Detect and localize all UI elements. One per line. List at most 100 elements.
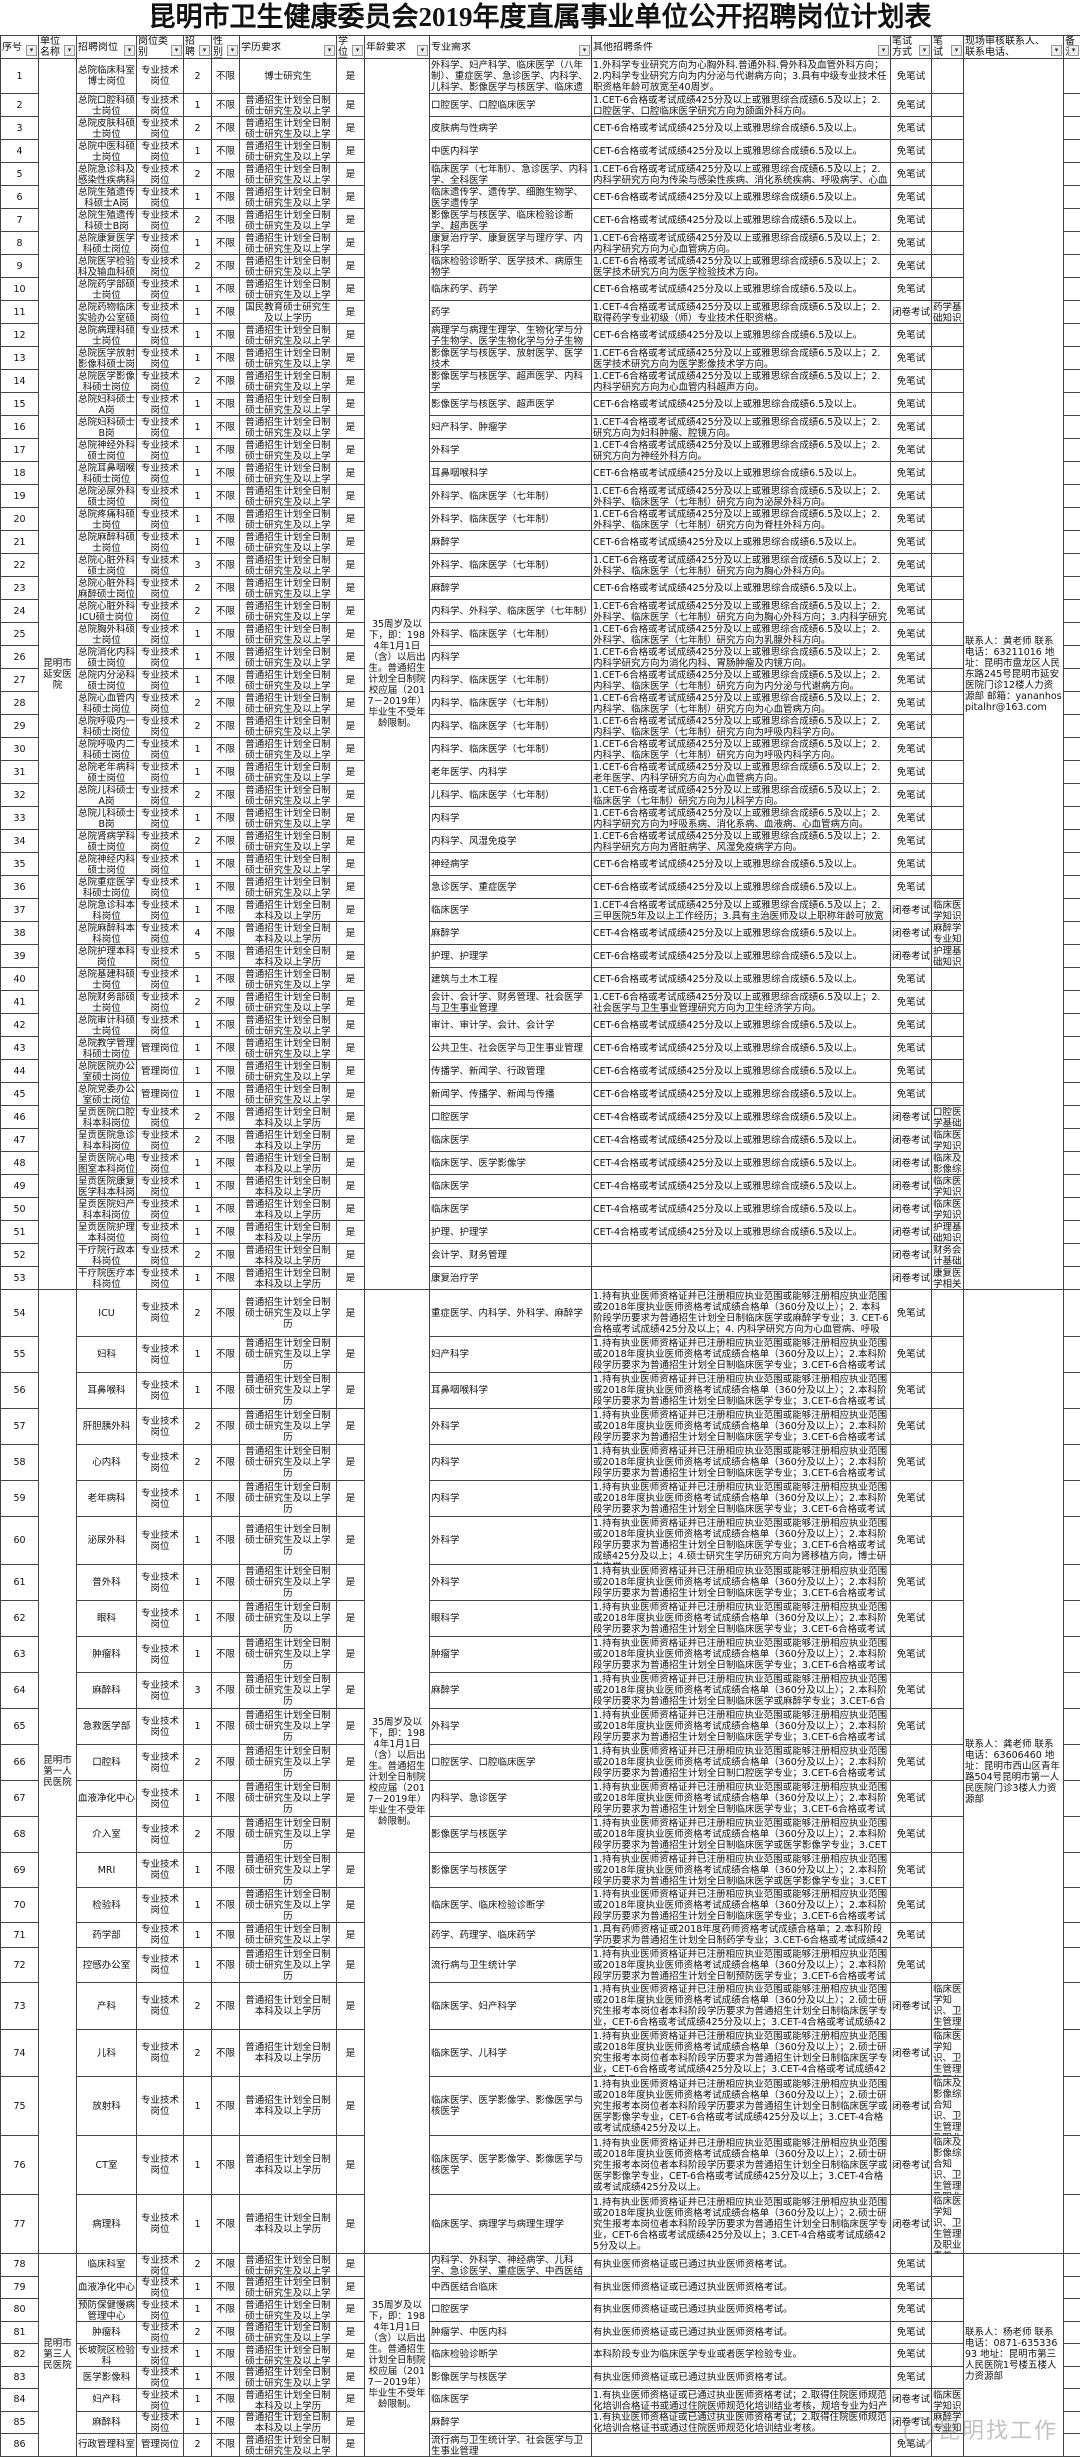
cell-degree-text: 是: [338, 261, 363, 272]
cell-no-text: 2: [2, 100, 37, 111]
cell-degree: 是: [337, 163, 365, 186]
cell-major-text: 康复治疗学: [431, 1273, 590, 1284]
filter-dropdown-icon[interactable]: ▾: [199, 45, 210, 56]
cell-count: 1: [184, 1337, 212, 1373]
cell-conditions: CET-6合格或考试成绩425分及以上或雅思综合成绩6.5及以上。: [592, 1037, 891, 1060]
cell-post-type: 专业技术岗位: [137, 393, 184, 416]
filter-dropdown-icon[interactable]: ▾: [352, 45, 363, 56]
cell-no: 33: [1, 807, 39, 830]
cell-no-text: 37: [2, 905, 37, 916]
cell-education-text: 普通招生计划全日制硕士研究生及以上学历: [241, 2435, 335, 2456]
cell-education-text: 普通招生计划全日制硕士研究生及以上学历: [241, 1038, 335, 1059]
cell-degree-text: 是: [338, 1685, 363, 1696]
filter-dropdown-icon[interactable]: ▾: [171, 45, 182, 56]
cell-post-text: 总院胸外科硕士岗位: [78, 624, 135, 645]
cell-degree: 是: [337, 2276, 365, 2299]
cell-conditions-text: CET-4合格或考试成绩425分及以上或雅思综合成绩6.5及以上。: [593, 1158, 889, 1169]
cell-gender: 不限: [212, 991, 240, 1014]
cell-education: 普通招生计划全日制硕士研究生及以上学历: [240, 140, 337, 163]
cell-education: 普通招生计划全日制硕士研究生及以上学历: [240, 1014, 337, 1037]
cell-gender-text: 不限: [213, 698, 238, 709]
table-row: 27总院内分泌科硕士岗位专业技术岗位1不限普通招生计划全日制硕士研究生及以上学历…: [1, 669, 1080, 692]
cell-gender-text: 不限: [213, 882, 238, 893]
cell-exam-method: 免笔试: [891, 140, 932, 163]
cell-major: 临床医学、医学影像学、影像医学与核医学: [430, 2077, 592, 2136]
filter-dropdown-icon[interactable]: ▾: [579, 45, 590, 56]
cell-degree: 是: [337, 2077, 365, 2136]
cell-post-type-text: 管理岗位: [138, 2439, 182, 2450]
filter-dropdown-icon[interactable]: ▾: [26, 45, 37, 56]
cell-gender: 不限: [212, 485, 240, 508]
cell-no: 67: [1, 1781, 39, 1817]
cell-count-text: 1: [185, 491, 210, 502]
cell-exam-method: 免笔试: [891, 462, 932, 485]
cell-post-text: MRI: [78, 1865, 135, 1876]
cell-post-text: 总院呼吸内一科硕士岗位: [78, 716, 135, 737]
cell-education: 普通招生计划全日制硕士研究生及以上学历: [240, 600, 337, 623]
cell-gender-text: 不限: [213, 1250, 238, 1261]
cell-exam-method: 免笔试: [891, 1637, 932, 1673]
cell-post: 总院心脏外科ICU硕士岗位: [77, 600, 137, 623]
cell-major-text: 影像医学与核医学: [431, 1829, 590, 1840]
cell-no-text: 7: [2, 215, 37, 226]
cell-post-type-text: 专业技术岗位: [138, 877, 182, 898]
cell-no-text: 17: [2, 445, 37, 456]
filter-dropdown-icon[interactable]: ▾: [324, 45, 335, 56]
cell-exam-method: 免笔试: [891, 1373, 932, 1409]
cell-exam-content: 麻醉学专业知识: [932, 922, 964, 945]
cell-education: 普通招生计划全日制硕士研究生及以上学历: [240, 853, 337, 876]
cell-post-text: 总院急诊科本科岗位: [78, 900, 135, 921]
cell-post-text: 总院心脏外科ICU硕士岗位: [78, 601, 135, 622]
cell-exam-method: 免笔试: [891, 968, 932, 991]
cell-major-text: 临床医学、医学影像学、影像医学与核医学: [431, 2095, 590, 2117]
filter-dropdown-icon[interactable]: ▾: [878, 45, 889, 56]
cell-post-type-text: 专业技术岗位: [138, 1130, 182, 1151]
cell-conditions: 1.CET-6合格或考试成绩425分及以上或雅思综合成绩6.5及以上；2.内科学…: [592, 646, 891, 669]
cell-exam-content-text: 临床医学知识: [933, 1130, 962, 1151]
filter-dropdown-icon[interactable]: ▾: [417, 45, 428, 56]
cell-count-text: 1: [185, 353, 210, 364]
cell-post: 干疗院行政本科岗位: [77, 1244, 137, 1267]
cell-conditions: CET-6合格或考试成绩425分及以上或雅思综合成绩6.5及以上。: [592, 140, 891, 163]
cell-conditions: 1.持有执业医师资格证并已注册相应执业范围或能够注册相应执业范围或2018年度执…: [592, 2195, 891, 2254]
cell-major: 新闻学、传播学、新闻与传播: [430, 1083, 592, 1106]
filter-dropdown-icon[interactable]: ▾: [1051, 45, 1062, 56]
cell-degree: 是: [337, 1106, 365, 1129]
cell-post-type: 专业技术岗位: [137, 140, 184, 163]
cell-exam-method: 免笔试: [891, 439, 932, 462]
cell-post-type: 专业技术岗位: [137, 2276, 184, 2299]
filter-dropdown-icon[interactable]: ▾: [227, 45, 238, 56]
cell-post-type-text: 专业技术岗位: [138, 923, 182, 944]
cell-conditions: CET-6合格或考试成绩425分及以上或雅思综合成绩6.5及以上。: [592, 876, 891, 899]
cell-education: 普通招生计划全日制本科及以上学历: [240, 1175, 337, 1198]
cell-conditions-text: 1.有执业医师资格证或已通过执业医师资格考试；2.取得住院医师规范化培训合格证书…: [593, 2390, 889, 2411]
cell-exam-method: 免笔试: [891, 1337, 932, 1373]
filter-dropdown-icon[interactable]: ▾: [64, 45, 75, 56]
cell-exam-content: 临床医学知识、卫生管理及职业素养: [932, 1983, 964, 2030]
cell-exam-method-text: 免笔试: [892, 514, 930, 525]
filter-dropdown-icon[interactable]: ▾: [951, 45, 962, 56]
cell-conditions-text: 1.持有执业医师资格证并已注册相应执业范围或能够注册相应执业范围或2018年度执…: [593, 1984, 889, 2029]
cell-post-text: 预防保健慢病管理中心: [78, 2300, 135, 2321]
cell-count-text: 1: [185, 1273, 210, 1284]
filter-dropdown-icon[interactable]: ▾: [124, 45, 135, 56]
cell-conditions-text: CET-6合格或考试成绩425分及以上或雅思综合成绩6.5及以上。: [593, 583, 889, 594]
cell-post-type-text: 专业技术岗位: [138, 762, 182, 783]
cell-exam-method-text: 免笔试: [892, 445, 930, 456]
cell-post-type-text: 专业技术岗位: [138, 716, 182, 737]
cell-exam-content: 临床及影像综合知识、卫生管理及职业素养: [932, 2077, 964, 2136]
filter-dropdown-icon[interactable]: ▾: [1068, 45, 1079, 56]
cell-conditions-text: 1.持有执业医师资格证并已注册相应执业范围或能够注册相应执业范围或2018年度执…: [593, 1854, 889, 1887]
cell-exam-method: 免笔试: [891, 416, 932, 439]
cell-post: 总院神经外科硕士岗位: [77, 439, 137, 462]
cell-exam-content: [932, 876, 964, 899]
cell-no-text: 78: [2, 2259, 37, 2270]
cell-no-text: 12: [2, 330, 37, 341]
table-row: 31总院老年病科硕士岗位专业技术岗位1不限普通招生计划全日制硕士研究生及以上学历…: [1, 761, 1080, 784]
filter-dropdown-icon[interactable]: ▾: [919, 45, 930, 56]
cell-conditions-text: 1.CET-6合格或考试成绩425分及以上或雅思综合成绩6.5及以上；2.社会医…: [593, 992, 889, 1013]
cell-gender-text: 不限: [213, 1273, 238, 1284]
